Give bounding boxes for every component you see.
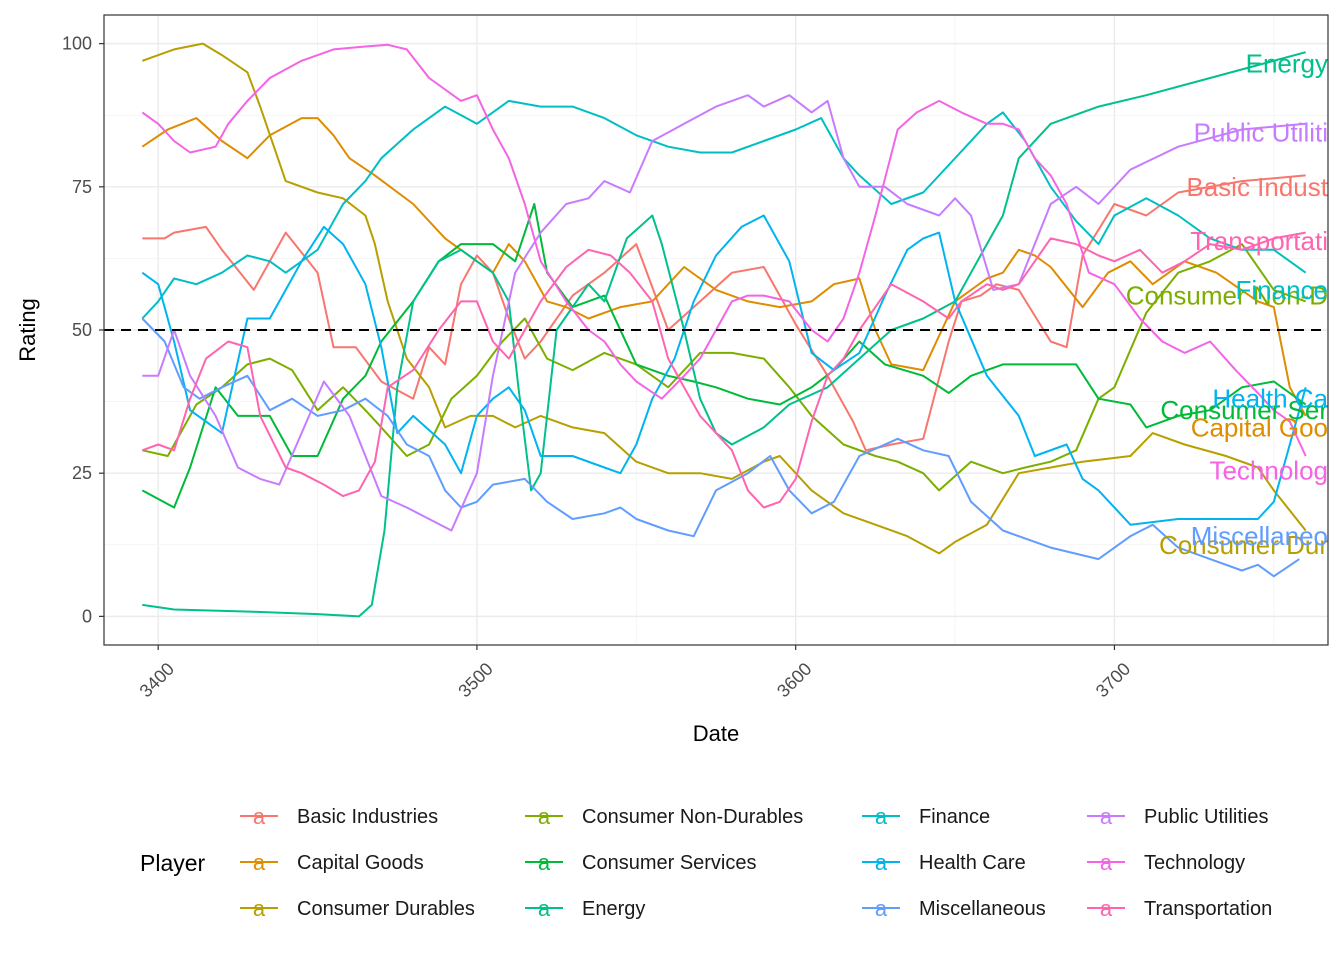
legend-label-consumer-durables: Consumer Durables (297, 898, 475, 920)
y-tick-label: 25 (72, 463, 92, 483)
end-label-capital-goods: Capital Goo (1191, 412, 1328, 442)
end-label-finance: Finance (1236, 275, 1329, 305)
legend-label-consumer-non-durables: Consumer Non-Durables (582, 806, 803, 828)
legend-key-glyph: a (538, 804, 551, 829)
legend-key-glyph: a (538, 896, 551, 921)
end-labels: Basic Indust Capital Goo Consumer Dur Consu… (1126, 49, 1329, 560)
legend-key-glyph: a (253, 896, 266, 921)
legend-key-glyph: a (1100, 896, 1113, 921)
x-axis: 3400 3500 3600 3700 (136, 645, 1134, 701)
legend-key-glyph: a (875, 896, 888, 921)
legend-label-finance: Finance (919, 806, 990, 828)
series-line-technology (141, 43, 1307, 457)
series-layer (141, 42, 1307, 618)
x-tick-label: 3400 (136, 659, 178, 701)
series-line-miscellaneous (141, 317, 1300, 578)
y-axis-title: Rating (15, 298, 40, 362)
legend-key-glyph: a (538, 850, 551, 875)
end-label-energy: Energy (1246, 49, 1328, 79)
x-tick-label: 3700 (1092, 659, 1134, 701)
x-tick-label: 3600 (773, 659, 815, 701)
legend-title: Player (140, 850, 206, 876)
series-line-basic-industries (142, 174, 1306, 452)
legend-key-glyph: a (253, 804, 266, 829)
legend-label-public-utilities: Public Utilities (1144, 806, 1268, 828)
series-line-finance (141, 99, 1307, 320)
end-label-transportation: Transportati (1190, 226, 1328, 256)
y-tick-label: 75 (72, 177, 92, 197)
end-label-consumer-durables: Consumer Dur (1159, 530, 1328, 560)
legend-label-technology: Technology (1144, 852, 1245, 874)
series-line-consumer-durables (141, 42, 1307, 555)
legend-key-glyph: a (875, 804, 888, 829)
end-label-health-care: Health Ca (1212, 384, 1328, 414)
series-line-consumer-non-durables (142, 243, 1307, 492)
legend-label-transportation: Transportation (1144, 898, 1272, 920)
x-tick-label: 3500 (454, 659, 496, 701)
legend-key-glyph: a (1100, 850, 1113, 875)
grid (104, 15, 1328, 645)
legend-label-basic-industries: Basic Industries (297, 806, 438, 828)
end-label-miscellaneous: Miscellaneo (1191, 521, 1328, 551)
end-label-basic-industries: Basic Indust (1186, 172, 1328, 202)
end-label-public-utilities: Public Utiliti (1194, 117, 1328, 147)
end-label-consumer-services: Consumer Ser (1160, 395, 1328, 425)
y-tick-label: 0 (82, 606, 92, 626)
y-axis: 0 25 50 75 100 (62, 34, 104, 626)
legend-label-energy: Energy (582, 898, 645, 920)
legend-label-miscellaneous: Miscellaneous (919, 898, 1046, 920)
series-line-health-care (141, 214, 1307, 526)
series-line-energy (142, 51, 1306, 618)
legend-label-consumer-services: Consumer Services (582, 852, 757, 874)
series-line-transportation (141, 231, 1306, 509)
legend-label-health-care: Health Care (919, 852, 1026, 874)
end-label-technology: Technolog (1209, 455, 1328, 485)
x-axis-title: Date (693, 721, 739, 746)
legend-label-capital-goods: Capital Goods (297, 852, 424, 874)
legend-key-glyph: a (1100, 804, 1113, 829)
series-line-capital-goods (141, 117, 1307, 417)
y-tick-label: 50 (72, 320, 92, 340)
legend: Player a Basic Industries a Capital Goods a C… (140, 804, 1272, 921)
y-tick-label: 100 (62, 34, 92, 54)
end-label-consumer-non-durables: Consumer Non-D (1126, 281, 1328, 311)
legend-key-glyph: a (875, 850, 888, 875)
legend-key-glyph: a (253, 850, 266, 875)
